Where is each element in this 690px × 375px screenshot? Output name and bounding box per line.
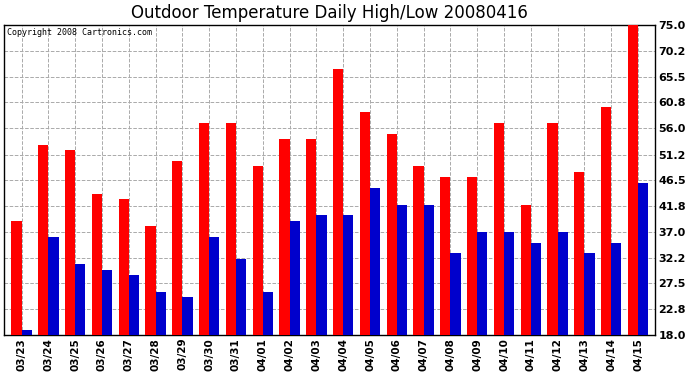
Bar — [65, 150, 75, 335]
Bar — [317, 215, 326, 335]
Bar — [531, 243, 541, 335]
Bar — [12, 221, 21, 335]
Bar — [155, 291, 166, 335]
Title: Outdoor Temperature Daily High/Low 20080416: Outdoor Temperature Daily High/Low 20080… — [131, 4, 529, 22]
Bar — [628, 20, 638, 335]
Bar — [38, 145, 48, 335]
Bar — [92, 194, 102, 335]
Bar — [290, 221, 299, 335]
Bar — [386, 134, 397, 335]
Bar — [48, 237, 59, 335]
Bar — [172, 161, 182, 335]
Bar — [584, 254, 595, 335]
Bar — [494, 123, 504, 335]
Bar — [102, 270, 112, 335]
Bar — [504, 232, 514, 335]
Bar — [21, 330, 32, 335]
Bar — [397, 204, 407, 335]
Bar — [370, 188, 380, 335]
Bar — [75, 264, 86, 335]
Bar — [638, 183, 648, 335]
Bar — [209, 237, 219, 335]
Bar — [333, 69, 343, 335]
Bar — [253, 166, 263, 335]
Bar — [601, 106, 611, 335]
Bar — [451, 254, 461, 335]
Bar — [467, 177, 477, 335]
Bar — [182, 297, 193, 335]
Bar — [611, 243, 622, 335]
Bar — [359, 112, 370, 335]
Bar — [279, 139, 290, 335]
Bar — [129, 275, 139, 335]
Bar — [413, 166, 424, 335]
Bar — [146, 226, 155, 335]
Bar — [547, 123, 558, 335]
Bar — [521, 204, 531, 335]
Bar — [236, 259, 246, 335]
Bar — [343, 215, 353, 335]
Bar — [119, 199, 129, 335]
Bar — [440, 177, 451, 335]
Bar — [263, 291, 273, 335]
Bar — [226, 123, 236, 335]
Bar — [424, 204, 434, 335]
Bar — [199, 123, 209, 335]
Bar — [574, 172, 584, 335]
Bar — [558, 232, 568, 335]
Bar — [306, 139, 317, 335]
Bar — [477, 232, 487, 335]
Text: Copyright 2008 Cartronics.com: Copyright 2008 Cartronics.com — [8, 28, 152, 37]
